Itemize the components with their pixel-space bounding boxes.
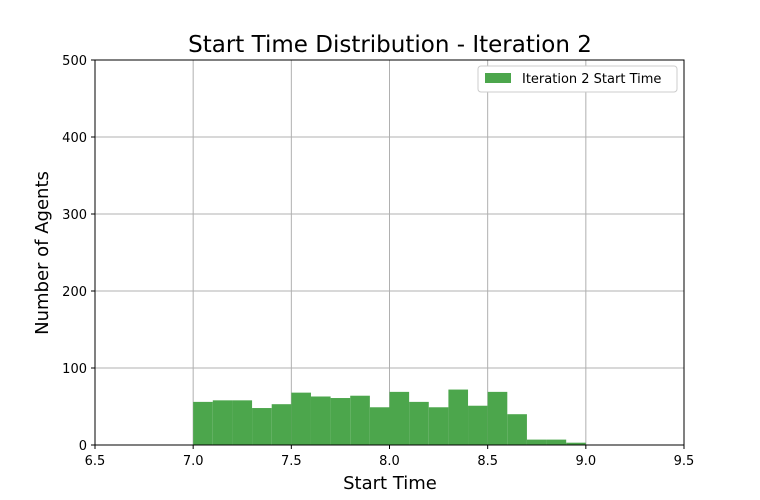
x-tick-label: 7.5 xyxy=(281,454,302,469)
histogram-bar xyxy=(350,395,370,445)
histogram-bar xyxy=(330,398,351,445)
y-tick-label: 300 xyxy=(62,208,87,223)
chart-title: Start Time Distribution - Iteration 2 xyxy=(188,32,592,58)
histogram-bar xyxy=(193,401,213,445)
legend: Iteration 2 Start Time xyxy=(477,65,678,93)
histogram-bar xyxy=(507,414,527,445)
histogram-bar xyxy=(271,404,292,445)
x-tick-label: 8.0 xyxy=(379,454,400,469)
y-axis-ticks: 0 100 200 300 400 500 xyxy=(62,54,95,454)
histogram-bar xyxy=(291,392,311,445)
y-tick-label: 100 xyxy=(62,362,87,377)
histogram-bars xyxy=(193,389,586,445)
x-tick-label: 9.0 xyxy=(575,454,596,469)
histogram-bar xyxy=(487,391,508,445)
histogram-bar xyxy=(409,401,429,445)
x-axis-label: Start Time xyxy=(343,473,437,494)
histogram-bar xyxy=(546,439,567,445)
legend-frame xyxy=(477,65,678,93)
histogram-bar xyxy=(448,389,469,445)
histogram-bar xyxy=(526,439,547,445)
y-tick-label: 500 xyxy=(62,54,87,69)
x-tick-label: 8.5 xyxy=(477,454,498,469)
histogram-bar xyxy=(252,408,272,445)
x-axis-ticks: 6.5 7.0 7.5 8.0 8.5 9.0 9.5 xyxy=(85,445,695,469)
histogram-bar xyxy=(566,442,586,445)
x-tick-label: 6.5 xyxy=(85,454,106,469)
grid-lines xyxy=(94,59,685,446)
legend-label: Iteration 2 Start Time xyxy=(522,72,661,87)
x-tick-label: 7.0 xyxy=(183,454,204,469)
y-axis-label: Number of Agents xyxy=(32,171,53,335)
histogram-bar xyxy=(389,391,410,445)
histogram-bar xyxy=(369,407,390,445)
y-tick-label: 400 xyxy=(62,131,87,146)
y-tick-label: 0 xyxy=(79,439,87,454)
legend-swatch xyxy=(485,73,511,83)
y-tick-label: 200 xyxy=(62,285,87,300)
histogram-bar xyxy=(428,407,449,445)
x-tick-label: 9.5 xyxy=(674,454,695,469)
histogram-bar xyxy=(310,396,331,445)
histogram-bar xyxy=(232,400,253,445)
histogram-bar xyxy=(212,400,233,445)
histogram-bar xyxy=(468,405,488,445)
